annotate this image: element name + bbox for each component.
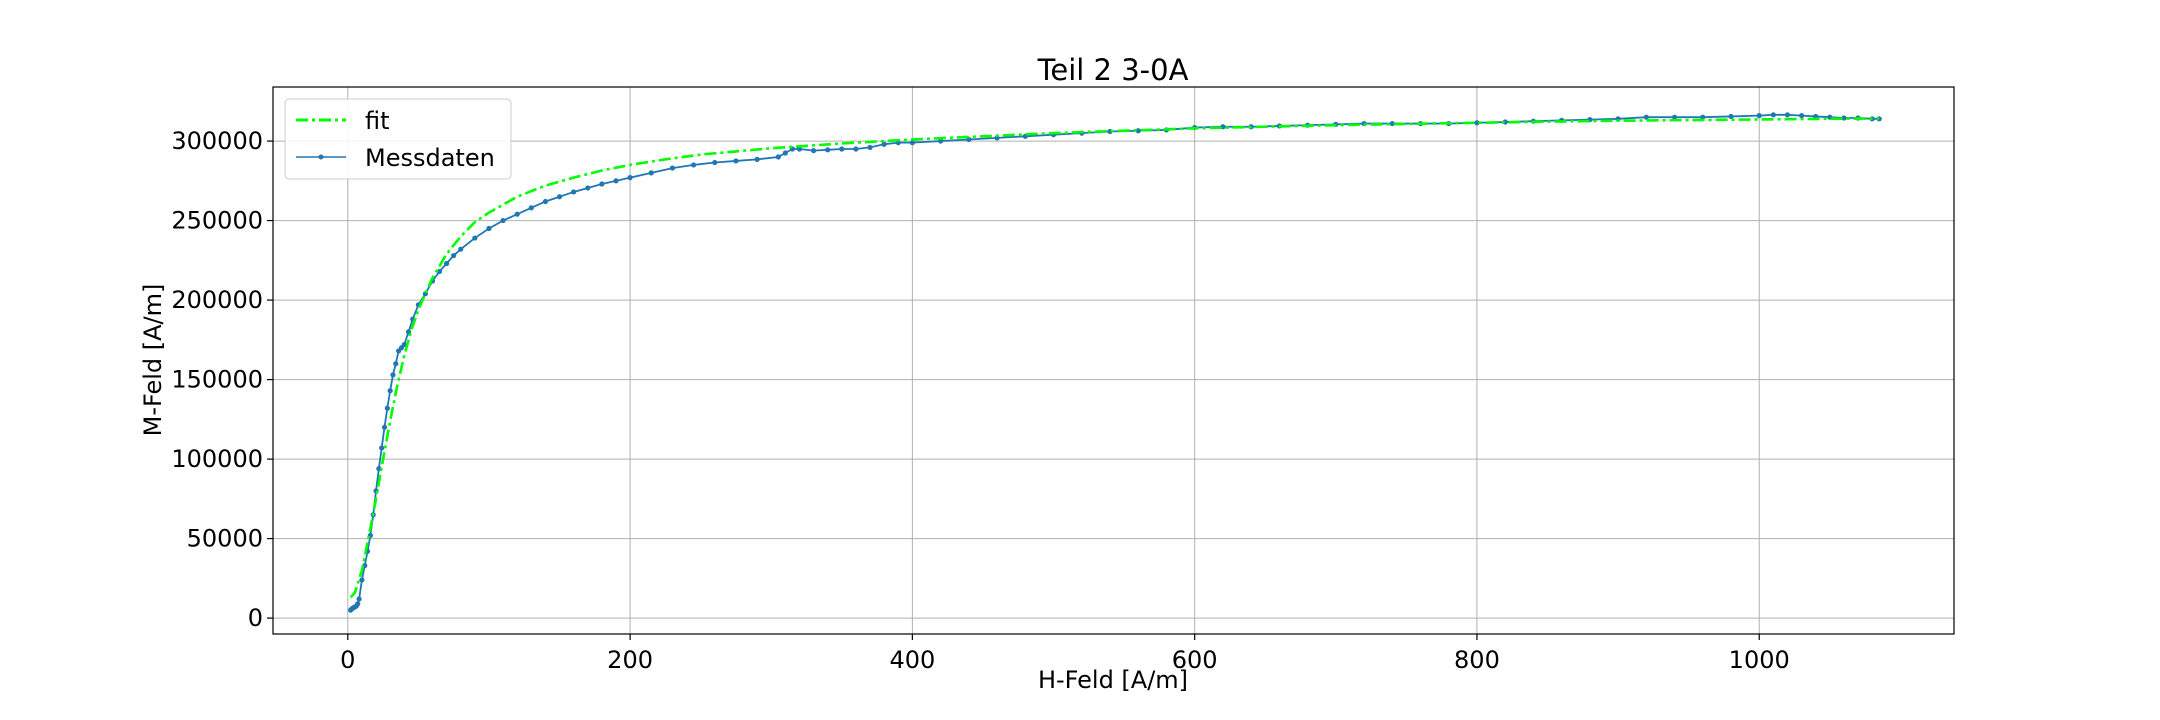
y-tick-label: 300000 xyxy=(171,127,263,155)
messdaten-point xyxy=(909,140,915,146)
messdaten-point xyxy=(585,185,591,191)
messdaten-point xyxy=(938,138,944,144)
messdaten-point xyxy=(613,178,619,184)
plot-frame xyxy=(272,86,1955,635)
y-axis-label: M-Feld [A/m] xyxy=(139,284,167,437)
messdaten-point xyxy=(381,424,388,430)
series-line-fit xyxy=(349,117,1880,599)
x-tick-label: 400 xyxy=(889,646,935,674)
messdaten-point xyxy=(1784,112,1791,118)
messdaten-point xyxy=(514,211,520,217)
messdaten-point xyxy=(712,159,718,166)
messdaten-point xyxy=(796,146,803,152)
messdaten-point xyxy=(839,146,845,152)
messdaten-point xyxy=(1728,113,1734,120)
messdaten-point xyxy=(1389,120,1395,127)
messdaten-point xyxy=(1643,114,1649,120)
legend-messdaten-label: Messdaten xyxy=(365,144,495,172)
messdaten-point xyxy=(384,405,390,411)
messdaten-point xyxy=(1770,112,1776,118)
y-tick-label: 100000 xyxy=(171,445,263,473)
messdaten-point xyxy=(458,246,464,252)
messdaten-point xyxy=(691,162,697,168)
x-axis-label: H-Feld [A/m] xyxy=(1038,666,1188,694)
messdaten-point xyxy=(881,141,887,147)
messdaten-point xyxy=(1474,120,1480,126)
x-tick-label: 800 xyxy=(1454,646,1500,674)
messdaten-point xyxy=(733,158,739,164)
messdaten-point xyxy=(1700,114,1706,120)
x-tick-label: 1000 xyxy=(1729,646,1790,674)
messdaten-point xyxy=(436,268,443,275)
messdaten-point xyxy=(401,341,407,348)
messdaten-point xyxy=(500,217,506,224)
x-tick-label: 0 xyxy=(340,646,355,674)
messdaten-point xyxy=(472,235,478,241)
messdaten-point xyxy=(451,252,457,259)
messdaten-point xyxy=(754,156,760,162)
messdaten-point xyxy=(486,225,492,232)
messdaten-point xyxy=(379,445,385,451)
messdaten-point xyxy=(390,372,396,378)
legend-messdaten-marker xyxy=(318,154,324,160)
messdaten-point xyxy=(648,170,654,176)
messdaten-point xyxy=(571,189,577,195)
grid xyxy=(273,87,1954,634)
x-tick-label: 200 xyxy=(607,646,653,674)
messdaten-point xyxy=(810,148,817,154)
legend-box xyxy=(284,98,512,180)
y-tick-label: 150000 xyxy=(171,366,263,394)
messdaten-point xyxy=(1135,128,1141,134)
messdaten-point xyxy=(444,260,450,267)
messdaten-point xyxy=(528,205,534,211)
messdaten-point xyxy=(1756,113,1762,119)
legend-fit-label: fit xyxy=(365,107,390,135)
messdaten-point xyxy=(669,165,676,171)
messdaten-point xyxy=(599,181,605,187)
axis-ticks: 0 200 400 600 800 1000 0 50000 100000 150000 20000… xyxy=(171,127,1789,674)
messdaten-point xyxy=(542,198,549,205)
y-tick-label: 250000 xyxy=(171,207,263,235)
messdaten-point xyxy=(853,146,859,152)
messdaten-point xyxy=(355,601,361,607)
messdaten-point xyxy=(825,147,831,153)
series-layer xyxy=(348,112,1882,613)
legend: fit Messdaten xyxy=(284,98,512,180)
messdaten-point xyxy=(387,388,393,394)
x-tick-label: 600 xyxy=(1172,646,1218,674)
messdaten-point xyxy=(867,144,873,151)
messdaten-point xyxy=(1671,114,1678,120)
messdaten-point xyxy=(627,175,633,181)
messdaten-point xyxy=(782,150,788,156)
messdaten-point xyxy=(393,361,399,367)
messdaten-point xyxy=(1841,115,1847,121)
messdaten-point xyxy=(356,596,362,602)
messdaten-point xyxy=(775,154,781,160)
messdaten-point xyxy=(359,577,365,583)
y-tick-label: 50000 xyxy=(187,525,263,553)
y-tick-label: 200000 xyxy=(171,286,263,314)
messdaten-point xyxy=(1798,113,1805,119)
y-tick-label: 0 xyxy=(248,604,263,632)
messdaten-point xyxy=(556,194,563,200)
chart-title: Teil 2 3-0A xyxy=(1037,53,1189,87)
